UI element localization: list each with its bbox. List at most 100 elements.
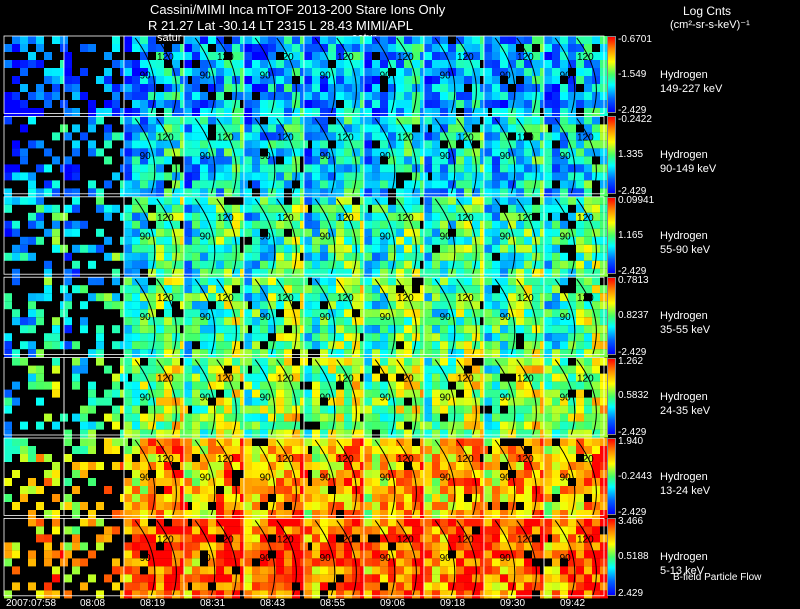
heatmap-cell — [492, 317, 500, 326]
heatmap-cell — [364, 470, 372, 478]
heatmap-cell — [276, 204, 284, 213]
heatmap-cell — [344, 204, 352, 213]
heatmap-cell — [148, 534, 156, 543]
heatmap-cell — [192, 542, 200, 551]
heatmap-cell — [552, 518, 560, 527]
heatmap-cell — [448, 421, 456, 430]
heatmap-cell — [200, 566, 208, 575]
heatmap-cell — [184, 188, 192, 197]
heatmap-cell — [532, 188, 540, 197]
heatmap-cell — [88, 397, 96, 406]
heatmap-cell — [560, 260, 568, 269]
contour-line — [134, 359, 156, 436]
heatmap-cell — [124, 582, 132, 591]
heatmap-cell — [276, 341, 284, 350]
contour-line — [516, 278, 537, 355]
heatmap-cell — [448, 196, 456, 205]
heatmap-cell — [184, 534, 192, 543]
heatmap-cell — [268, 44, 276, 52]
heatmap-cell — [252, 124, 260, 133]
contour-line — [494, 439, 516, 516]
heatmap-cell — [388, 44, 396, 52]
heatmap-cell — [372, 486, 380, 494]
contour-label: 120 — [397, 534, 414, 545]
heatmap-cell — [500, 188, 508, 197]
heatmap-cell — [252, 381, 260, 390]
heatmap-cell — [224, 188, 232, 197]
heatmap-cell — [192, 156, 200, 165]
heatmap-cell — [244, 421, 252, 430]
heatmap-cell — [320, 108, 328, 116]
heatmap-cell — [284, 341, 292, 350]
heatmap-cell — [268, 518, 276, 527]
heatmap-cell — [456, 373, 464, 382]
heatmap-cell — [292, 526, 300, 535]
heatmap-cell — [484, 566, 492, 575]
heatmap-cell — [284, 365, 292, 374]
heatmap-cell — [364, 574, 372, 583]
heatmap-cell — [404, 341, 412, 350]
heatmap-cell — [328, 220, 336, 229]
energy-range-label: 149-227 keV — [660, 83, 723, 95]
contour-label: 90 — [560, 71, 572, 82]
heatmap-cell — [456, 124, 464, 133]
heatmap-cell — [440, 341, 448, 350]
heatmap-cell — [576, 212, 584, 221]
heatmap-cell — [500, 446, 508, 454]
heatmap-cell — [320, 462, 328, 470]
heatmap-cell — [456, 212, 464, 221]
heatmap-cell — [576, 100, 584, 108]
heatmap-cell — [396, 100, 404, 108]
heatmap-cell — [268, 204, 276, 213]
heatmap-cell — [132, 333, 140, 342]
heatmap-cell — [268, 293, 276, 302]
heatmap-cell — [156, 438, 164, 446]
heatmap-cell — [124, 252, 132, 261]
heatmap-cell — [524, 268, 532, 277]
heatmap-cell — [524, 494, 532, 502]
heatmap-cell — [292, 421, 300, 430]
heatmap-cell — [140, 68, 148, 76]
heatmap-cell — [568, 381, 576, 390]
heatmap-cell — [140, 526, 148, 535]
heatmap-cell — [244, 429, 252, 438]
heatmap-cell — [208, 60, 216, 68]
orbit-info: R 21.27 Lat -30.14 LT 2315 L 28.43 MIMI/… — [148, 18, 413, 33]
heatmap-cell — [440, 44, 448, 52]
heatmap-cell — [552, 534, 560, 543]
heatmap-cell — [584, 285, 592, 294]
heatmap-cell — [388, 36, 396, 44]
heatmap-cell — [112, 132, 120, 141]
heatmap-cell — [252, 486, 260, 494]
heatmap-cell — [156, 68, 164, 76]
heatmap-cell — [352, 277, 360, 286]
heatmap-cell — [112, 582, 120, 591]
heatmap-cell — [148, 381, 156, 390]
heatmap-cell — [456, 268, 464, 277]
heatmap-cell — [124, 301, 132, 310]
heatmap-cell — [352, 188, 360, 197]
heatmap-cell — [424, 438, 432, 446]
heatmap-cell — [44, 180, 52, 189]
heatmap-cell — [336, 542, 344, 551]
heatmap-cell — [184, 124, 192, 133]
heatmap-cell — [584, 236, 592, 245]
heatmap-cell — [260, 397, 268, 406]
heatmap-cell — [560, 542, 568, 551]
heatmap-cell — [276, 446, 284, 454]
heatmap-cell — [532, 470, 540, 478]
heatmap-cell — [124, 236, 132, 245]
heatmap-cell — [156, 405, 164, 414]
heatmap-cell — [576, 590, 584, 599]
heatmap-cell — [472, 148, 480, 157]
heatmap-cell — [492, 381, 500, 390]
heatmap-cell — [424, 325, 432, 334]
heatmap-cell — [344, 108, 352, 116]
heatmap-cell — [140, 220, 148, 229]
heatmap-cell — [320, 486, 328, 494]
heatmap-cell — [312, 60, 320, 68]
heatmap-cell — [344, 172, 352, 181]
heatmap-cell — [200, 301, 208, 310]
heatmap-cell — [352, 542, 360, 551]
heatmap-cell — [96, 502, 104, 510]
